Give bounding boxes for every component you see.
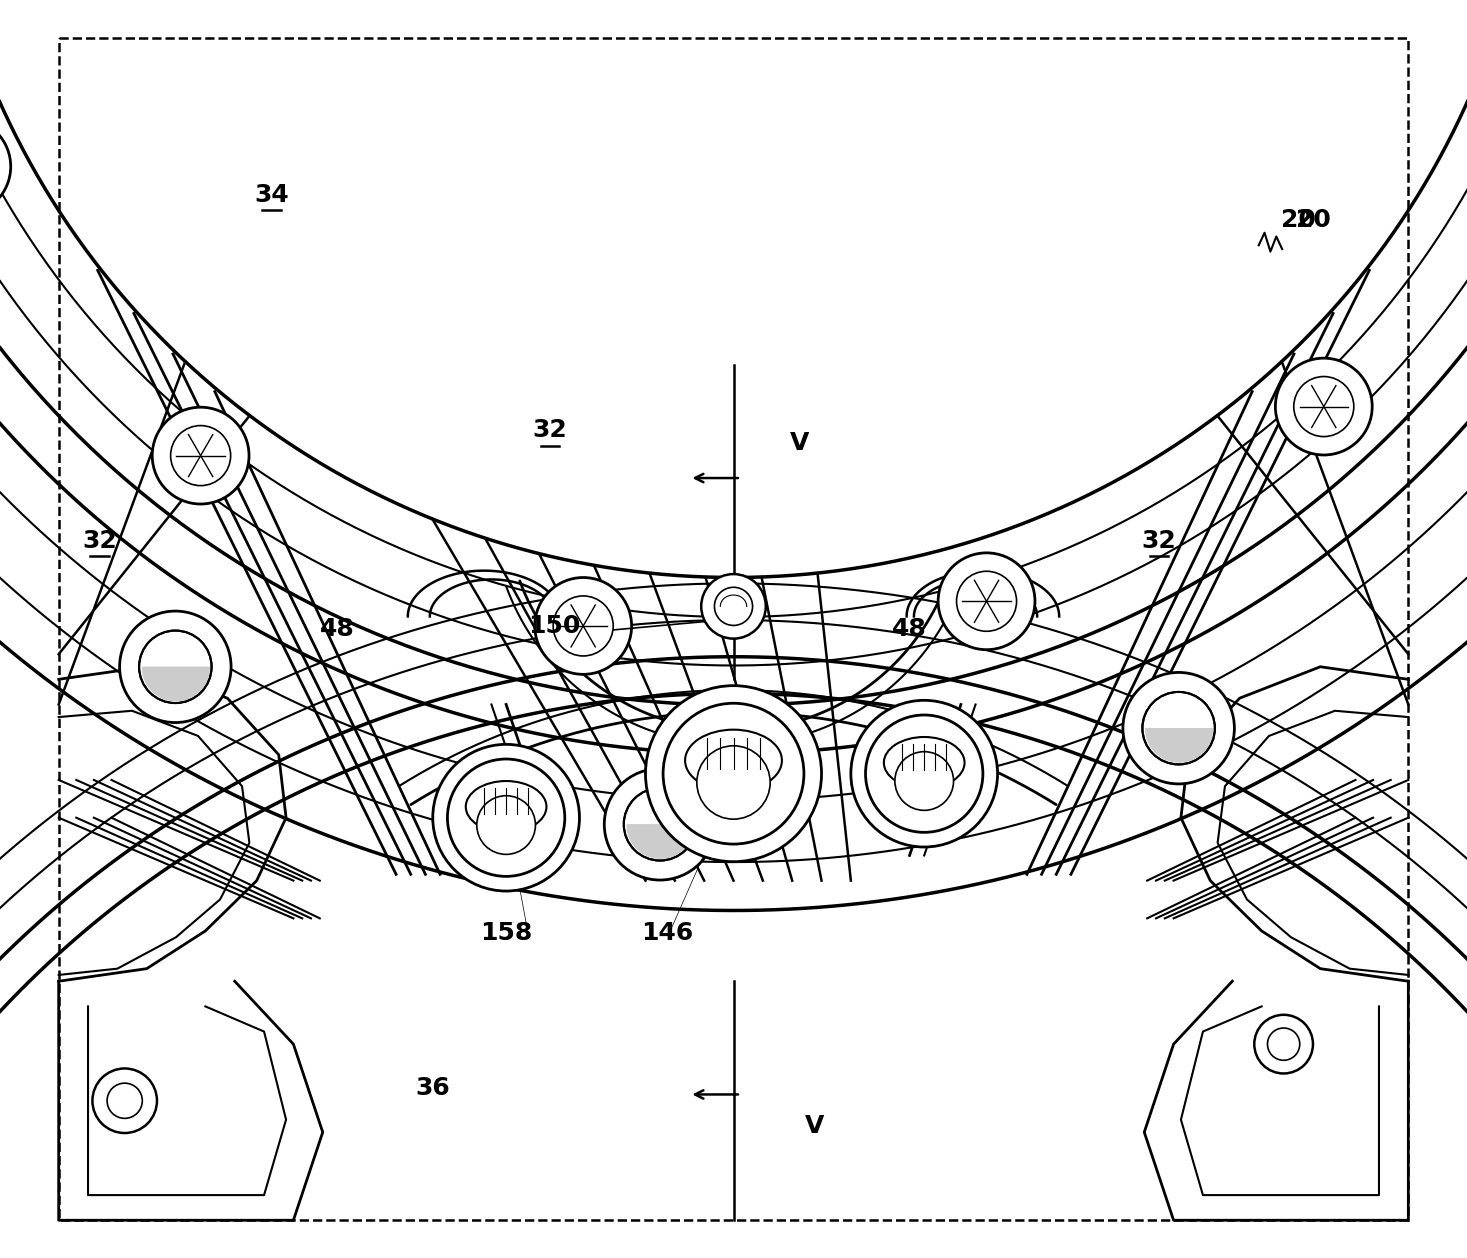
Circle shape bbox=[937, 552, 1034, 649]
Circle shape bbox=[663, 703, 804, 844]
Circle shape bbox=[0, 118, 10, 215]
Text: 32: 32 bbox=[533, 418, 568, 443]
Circle shape bbox=[92, 1068, 157, 1133]
Circle shape bbox=[107, 1083, 142, 1118]
Text: V: V bbox=[789, 430, 810, 455]
Circle shape bbox=[714, 587, 753, 625]
Text: 20: 20 bbox=[1295, 208, 1331, 233]
Circle shape bbox=[1275, 359, 1372, 455]
Circle shape bbox=[866, 715, 983, 833]
Circle shape bbox=[1267, 1028, 1300, 1060]
Ellipse shape bbox=[685, 730, 782, 791]
Circle shape bbox=[1122, 673, 1234, 784]
Text: 20: 20 bbox=[1281, 208, 1316, 233]
Circle shape bbox=[120, 611, 232, 722]
Circle shape bbox=[645, 686, 822, 862]
Circle shape bbox=[851, 701, 998, 847]
Circle shape bbox=[433, 745, 579, 891]
Circle shape bbox=[1254, 1015, 1313, 1073]
Text: 48: 48 bbox=[320, 616, 355, 642]
Text: 32: 32 bbox=[82, 528, 117, 554]
Text: 146: 146 bbox=[641, 921, 694, 946]
Text: 48: 48 bbox=[892, 616, 927, 642]
Circle shape bbox=[1294, 376, 1354, 437]
Circle shape bbox=[623, 788, 697, 860]
Circle shape bbox=[701, 574, 766, 639]
Circle shape bbox=[535, 577, 632, 674]
Text: 36: 36 bbox=[415, 1076, 450, 1101]
Circle shape bbox=[139, 630, 211, 703]
Text: 32: 32 bbox=[1141, 528, 1177, 554]
Text: 150: 150 bbox=[528, 614, 581, 639]
Circle shape bbox=[895, 752, 954, 810]
Circle shape bbox=[553, 596, 613, 655]
Text: V: V bbox=[804, 1113, 824, 1138]
Circle shape bbox=[153, 408, 249, 504]
Circle shape bbox=[697, 746, 770, 819]
Circle shape bbox=[477, 796, 535, 854]
Circle shape bbox=[170, 425, 230, 486]
Text: 158: 158 bbox=[480, 921, 533, 946]
Circle shape bbox=[1143, 692, 1215, 765]
Circle shape bbox=[956, 571, 1017, 632]
Ellipse shape bbox=[883, 737, 965, 789]
Circle shape bbox=[604, 769, 716, 881]
Ellipse shape bbox=[467, 781, 546, 833]
Text: 34: 34 bbox=[254, 182, 289, 208]
Circle shape bbox=[447, 759, 565, 877]
